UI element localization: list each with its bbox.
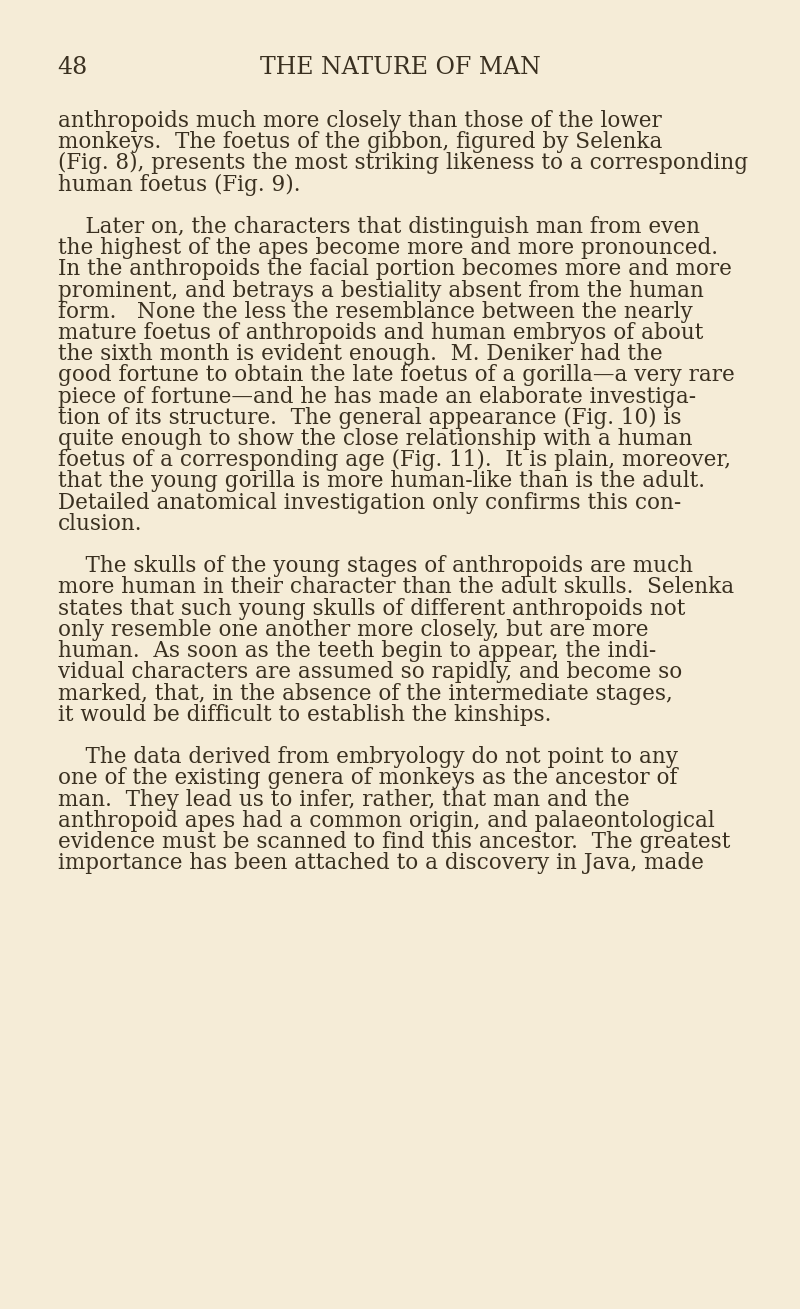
Text: quite enough to show the close relationship with a human: quite enough to show the close relations… (58, 428, 692, 450)
Text: it would be difficult to establish the kinships.: it would be difficult to establish the k… (58, 704, 551, 725)
Text: importance has been attached to a discovery in Java, made: importance has been attached to a discov… (58, 852, 703, 874)
Text: The skulls of the young stages of anthropoids are much: The skulls of the young stages of anthro… (58, 555, 693, 577)
Text: only resemble one another more closely, but are more: only resemble one another more closely, … (58, 619, 648, 641)
Text: 48: 48 (58, 56, 88, 80)
Text: evidence must be scanned to find this ancestor.  The greatest: evidence must be scanned to find this an… (58, 831, 730, 853)
Text: form.   None the less the resemblance between the nearly: form. None the less the resemblance betw… (58, 301, 692, 323)
Text: good fortune to obtain the late foetus of a gorilla—a very rare: good fortune to obtain the late foetus o… (58, 364, 734, 386)
Text: human.  As soon as the teeth begin to appear, the indi-: human. As soon as the teeth begin to app… (58, 640, 656, 662)
Text: marked, that, in the absence of the intermediate stages,: marked, that, in the absence of the inte… (58, 682, 672, 704)
Text: tion of its structure.  The general appearance (Fig. 10) is: tion of its structure. The general appea… (58, 407, 681, 429)
Text: Detailed anatomical investigation only confirms this con-: Detailed anatomical investigation only c… (58, 492, 681, 513)
Text: In the anthropoids the facial portion becomes more and more: In the anthropoids the facial portion be… (58, 258, 731, 280)
Text: Later on, the characters that distinguish man from even: Later on, the characters that distinguis… (58, 216, 699, 238)
Text: prominent, and betrays a bestiality absent from the human: prominent, and betrays a bestiality abse… (58, 280, 703, 301)
Text: human foetus (Fig. 9).: human foetus (Fig. 9). (58, 174, 300, 195)
Text: the sixth month is evident enough.  M. Deniker had the: the sixth month is evident enough. M. De… (58, 343, 662, 365)
Text: man.  They lead us to infer, rather, that man and the: man. They lead us to infer, rather, that… (58, 788, 630, 810)
Text: more human in their character than the adult skulls.  Selenka: more human in their character than the a… (58, 576, 734, 598)
Text: anthropoids much more closely than those of the lower: anthropoids much more closely than those… (58, 110, 662, 132)
Text: anthropoid apes had a common origin, and palaeontological: anthropoid apes had a common origin, and… (58, 810, 714, 831)
Text: The data derived from embryology do not point to any: The data derived from embryology do not … (58, 746, 678, 768)
Text: states that such young skulls of different anthropoids not: states that such young skulls of differe… (58, 598, 685, 619)
Text: mature foetus of anthropoids and human embryos of about: mature foetus of anthropoids and human e… (58, 322, 703, 344)
Text: the highest of the apes become more and more pronounced.: the highest of the apes become more and … (58, 237, 718, 259)
Text: (Fig. 8), presents the most striking likeness to a corresponding: (Fig. 8), presents the most striking lik… (58, 152, 748, 174)
Text: monkeys.  The foetus of the gibbon, figured by Selenka: monkeys. The foetus of the gibbon, figur… (58, 131, 662, 153)
Text: one of the existing genera of monkeys as the ancestor of: one of the existing genera of monkeys as… (58, 767, 677, 789)
Text: foetus of a corresponding age (Fig. 11).  It is plain, moreover,: foetus of a corresponding age (Fig. 11).… (58, 449, 730, 471)
Text: that the young gorilla is more human-like than is the adult.: that the young gorilla is more human-lik… (58, 470, 705, 492)
Text: piece of fortune—and he has made an elaborate investiga-: piece of fortune—and he has made an elab… (58, 386, 696, 407)
Text: THE NATURE OF MAN: THE NATURE OF MAN (260, 56, 540, 80)
Text: vidual characters are assumed so rapidly, and become so: vidual characters are assumed so rapidly… (58, 661, 682, 683)
Text: clusion.: clusion. (58, 513, 142, 535)
